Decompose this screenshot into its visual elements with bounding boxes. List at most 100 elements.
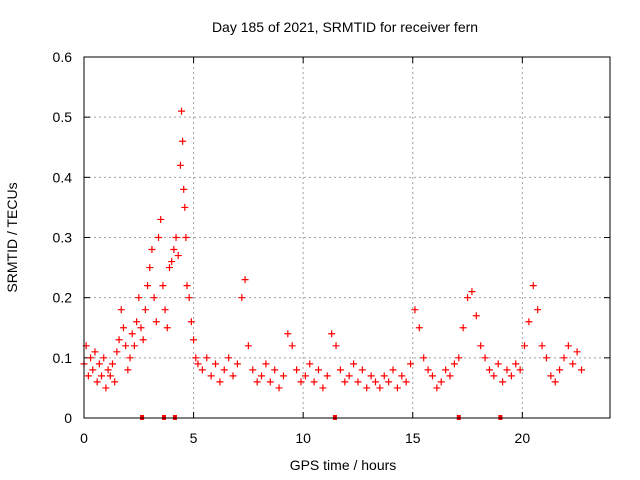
data-point xyxy=(573,348,581,356)
data-point xyxy=(137,324,145,332)
data-point xyxy=(194,360,202,368)
data-point xyxy=(155,234,163,241)
data-point xyxy=(398,372,406,380)
data-point xyxy=(542,354,550,362)
data-point xyxy=(238,294,246,302)
data-point xyxy=(203,354,211,362)
plot-frame xyxy=(83,56,611,419)
data-point xyxy=(315,366,323,374)
data-point xyxy=(380,372,388,380)
data-point xyxy=(225,354,233,362)
y-tick-label: 0.2 xyxy=(53,290,73,306)
y-tick-label: 0.5 xyxy=(53,109,73,125)
data-point xyxy=(181,203,189,211)
data-point xyxy=(336,366,344,374)
data-point xyxy=(216,378,224,386)
data-point xyxy=(385,378,393,386)
data-point xyxy=(126,354,134,362)
data-point xyxy=(288,342,296,350)
data-point xyxy=(104,366,112,374)
data-point xyxy=(170,246,178,254)
data-point xyxy=(172,234,180,241)
data-point xyxy=(198,366,206,374)
data-point xyxy=(249,366,257,374)
data-point xyxy=(130,342,138,350)
data-point xyxy=(407,360,415,368)
data-point xyxy=(179,137,187,145)
data-point xyxy=(93,378,101,386)
data-point xyxy=(389,366,397,374)
data-point xyxy=(341,378,349,386)
data-point xyxy=(111,378,119,386)
x-tick-label: 15 xyxy=(405,430,421,446)
data-point xyxy=(433,384,441,392)
data-point xyxy=(547,372,555,380)
data-point xyxy=(102,384,110,392)
data-point xyxy=(293,366,301,374)
data-point xyxy=(178,107,186,115)
data-point xyxy=(241,276,249,284)
data-point xyxy=(183,282,191,290)
data-point xyxy=(192,354,200,362)
data-point xyxy=(146,264,154,272)
data-point xyxy=(128,330,136,338)
data-point xyxy=(306,360,314,368)
data-point xyxy=(163,324,171,332)
data-point xyxy=(87,354,95,362)
data-point xyxy=(119,324,127,332)
data-point xyxy=(464,294,472,302)
data-point xyxy=(148,246,156,254)
data-point xyxy=(569,360,577,368)
data-point xyxy=(481,354,489,362)
data-point xyxy=(411,306,419,314)
y-tick-label: 0.6 xyxy=(53,49,73,65)
data-point xyxy=(113,348,121,356)
data-point xyxy=(534,306,542,314)
data-point xyxy=(468,288,476,296)
data-point xyxy=(271,366,279,374)
data-point xyxy=(152,318,160,326)
data-point xyxy=(538,342,546,350)
data-point xyxy=(258,372,266,380)
data-point xyxy=(220,366,228,374)
data-point xyxy=(262,360,270,368)
y-axis-label: SRMTID / TECUs xyxy=(4,182,20,292)
data-point xyxy=(212,360,219,368)
x-axis-label: GPS time / hours xyxy=(290,457,397,473)
data-point xyxy=(98,372,106,380)
data-point xyxy=(376,384,384,392)
data-point xyxy=(95,360,103,368)
data-point xyxy=(319,384,327,392)
data-point xyxy=(420,354,428,362)
data-point xyxy=(279,372,287,380)
data-point xyxy=(499,378,507,386)
x-tick-label: 10 xyxy=(295,430,311,446)
data-point xyxy=(115,336,123,344)
data-point xyxy=(437,378,445,386)
data-point xyxy=(402,378,410,386)
data-point xyxy=(297,378,305,386)
data-point xyxy=(301,372,309,380)
data-point xyxy=(477,342,485,350)
data-point xyxy=(424,366,432,374)
data-point xyxy=(100,354,108,362)
data-point xyxy=(516,366,524,374)
data-point xyxy=(182,234,190,241)
data-point xyxy=(442,366,450,374)
data-point xyxy=(521,342,529,350)
data-point xyxy=(141,306,149,314)
data-point xyxy=(350,360,358,368)
y-tick-label: 0.1 xyxy=(53,350,73,366)
data-point xyxy=(180,185,188,193)
data-point xyxy=(139,336,147,344)
data-point xyxy=(564,342,572,350)
data-point xyxy=(393,384,401,392)
data-point xyxy=(345,372,353,380)
data-point xyxy=(122,342,130,350)
data-point xyxy=(187,318,195,326)
data-points xyxy=(80,107,586,392)
data-point xyxy=(507,372,515,380)
data-point xyxy=(168,258,176,266)
data-point xyxy=(529,282,537,290)
